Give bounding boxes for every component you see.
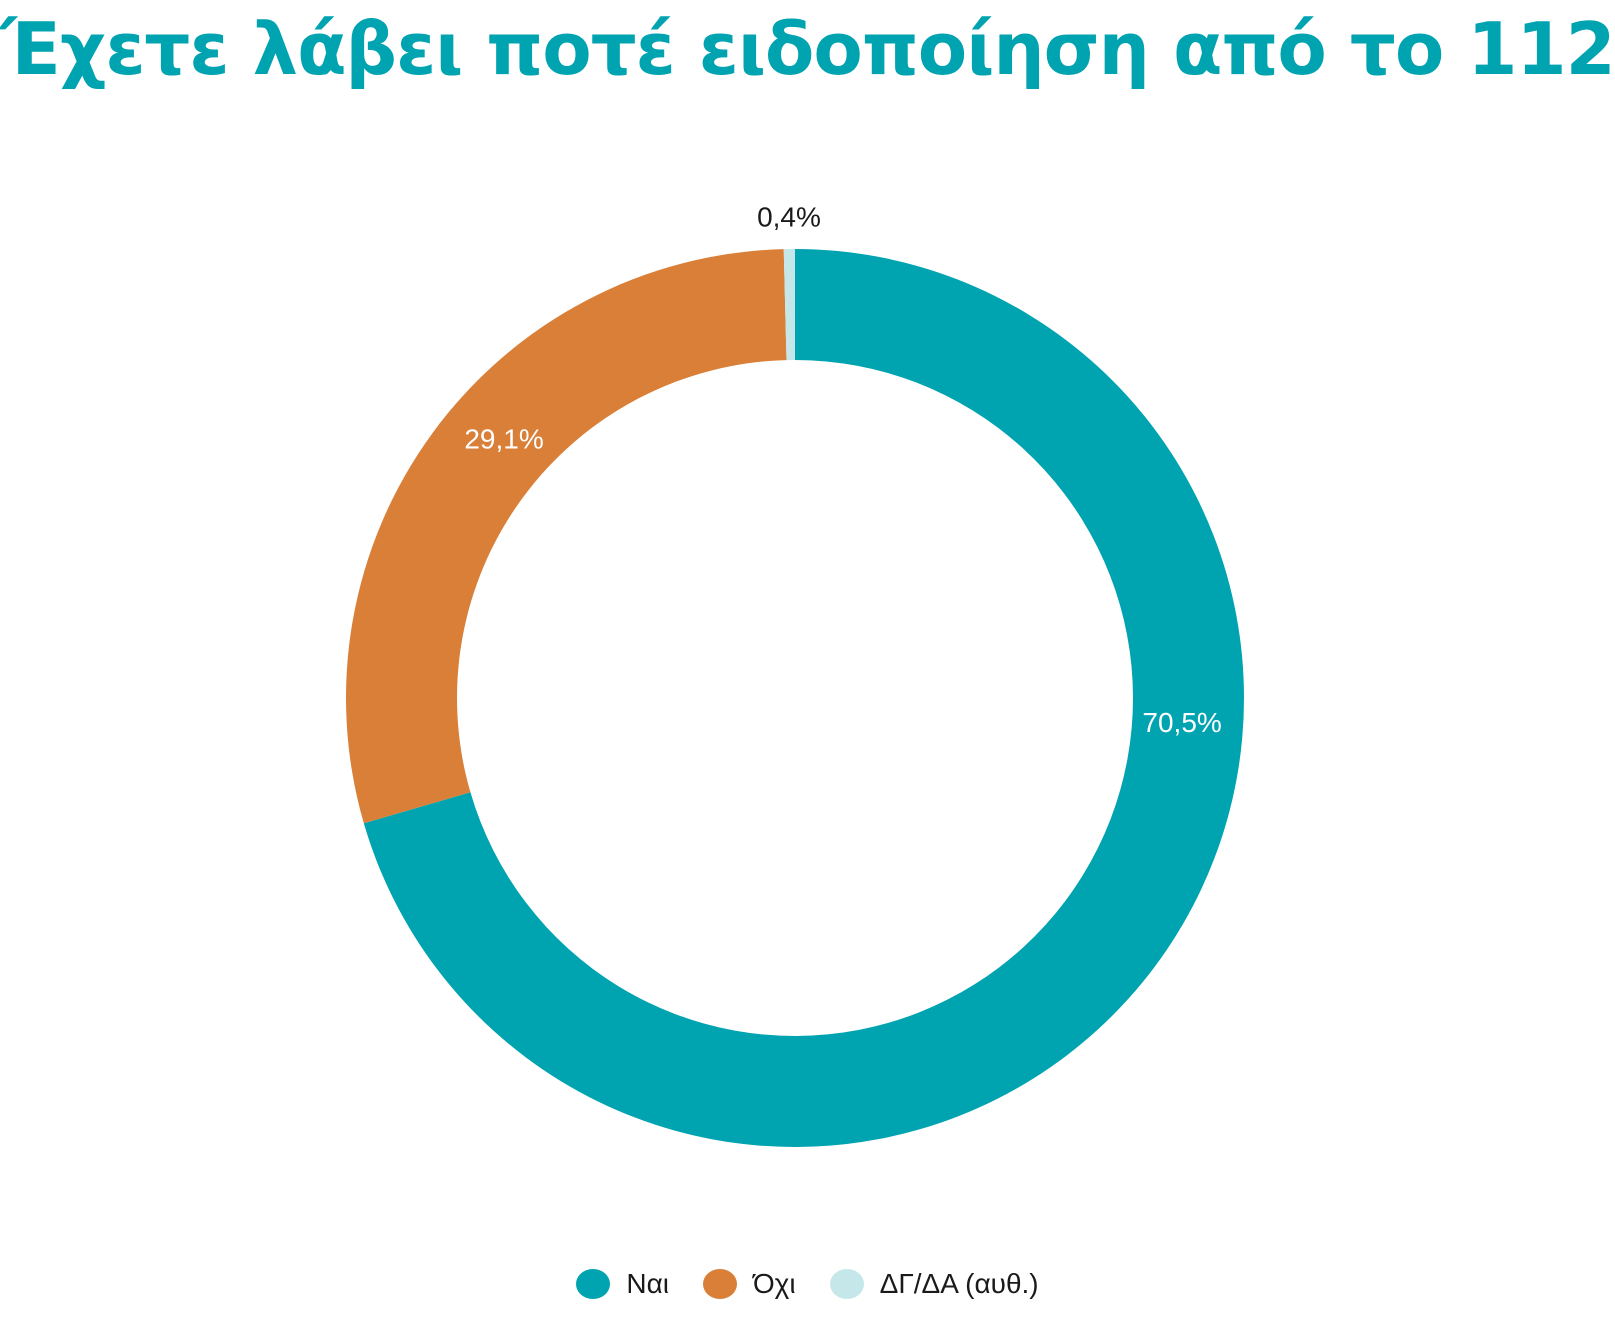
legend-label: ΔΓ/ΔΑ (αυθ.) xyxy=(879,1268,1039,1299)
legend-item-2: Όχι xyxy=(703,1268,796,1300)
chart-legend: Ναι Όχι ΔΓ/ΔΑ (αυθ.) xyxy=(0,1268,1615,1300)
legend-label: Όχι xyxy=(753,1268,796,1299)
legend-swatch xyxy=(829,1269,864,1299)
chart-title: Έχετε λάβει ποτέ ειδοποίηση από το 112; xyxy=(0,7,1615,91)
donut-slice-3 xyxy=(783,249,795,361)
legend-item-1: Ναι xyxy=(576,1268,669,1300)
donut-slice-2 xyxy=(345,249,787,824)
slice-data-label-2: 29,1% xyxy=(464,424,543,455)
legend-item-3: ΔΓ/ΔΑ (αυθ.) xyxy=(829,1268,1039,1300)
legend-label: Ναι xyxy=(626,1268,669,1299)
slice-data-label-3: 0,4% xyxy=(757,201,821,232)
legend-swatch xyxy=(576,1269,611,1299)
slice-data-label-1: 70,5% xyxy=(1142,707,1221,738)
legend-swatch xyxy=(703,1269,737,1299)
